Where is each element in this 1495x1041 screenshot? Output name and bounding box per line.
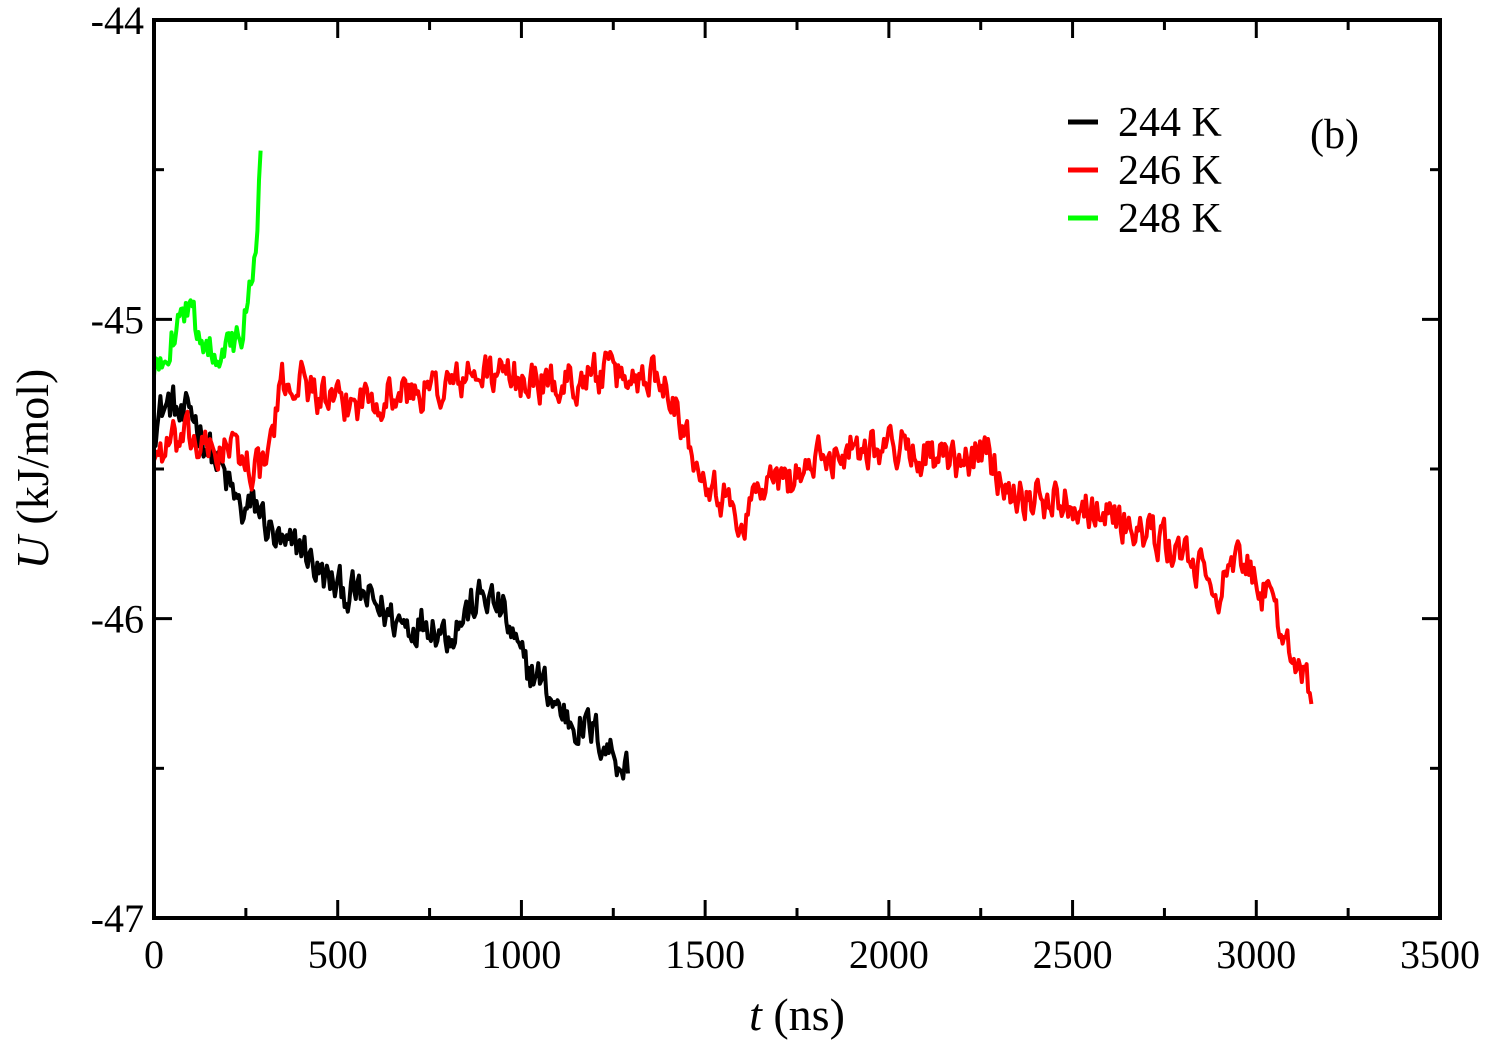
- series-line-3: [152, 150, 263, 376]
- ticklabel-layer: 0 500 1000 1500 2000 2500 3000 3500 -47 -46 -45 -44: [91, 0, 1480, 977]
- x-axis-title: t (ns): [749, 989, 845, 1040]
- x-tick-label: 3500: [1400, 932, 1480, 977]
- x-tick-label: 1500: [665, 932, 745, 977]
- x-tick-label: 500: [308, 932, 368, 977]
- x-tick-label: 2500: [1033, 932, 1113, 977]
- legend-label-1: 244 K: [1118, 100, 1222, 146]
- legend-label-3: 248 K: [1118, 196, 1222, 242]
- series-line-1: [152, 384, 630, 781]
- y-tick-label: -47: [91, 896, 144, 941]
- x-tick-label: 3000: [1216, 932, 1296, 977]
- x-tick-label: 0: [144, 932, 164, 977]
- legend-label-2: 246 K: [1118, 148, 1222, 194]
- y-tick-label: -45: [91, 297, 144, 342]
- x-tick-label: 1000: [481, 932, 561, 977]
- y-tick-label: -46: [91, 597, 144, 642]
- x-tick-label: 2000: [849, 932, 929, 977]
- y-axis-title: U (kJ/mol): [7, 369, 58, 570]
- panel-label: (b): [1310, 112, 1359, 158]
- ticks-layer: [152, 18, 1442, 920]
- series-layer: [152, 150, 1314, 781]
- y-tick-label: -44: [91, 0, 144, 43]
- series-line-2: [152, 350, 1314, 705]
